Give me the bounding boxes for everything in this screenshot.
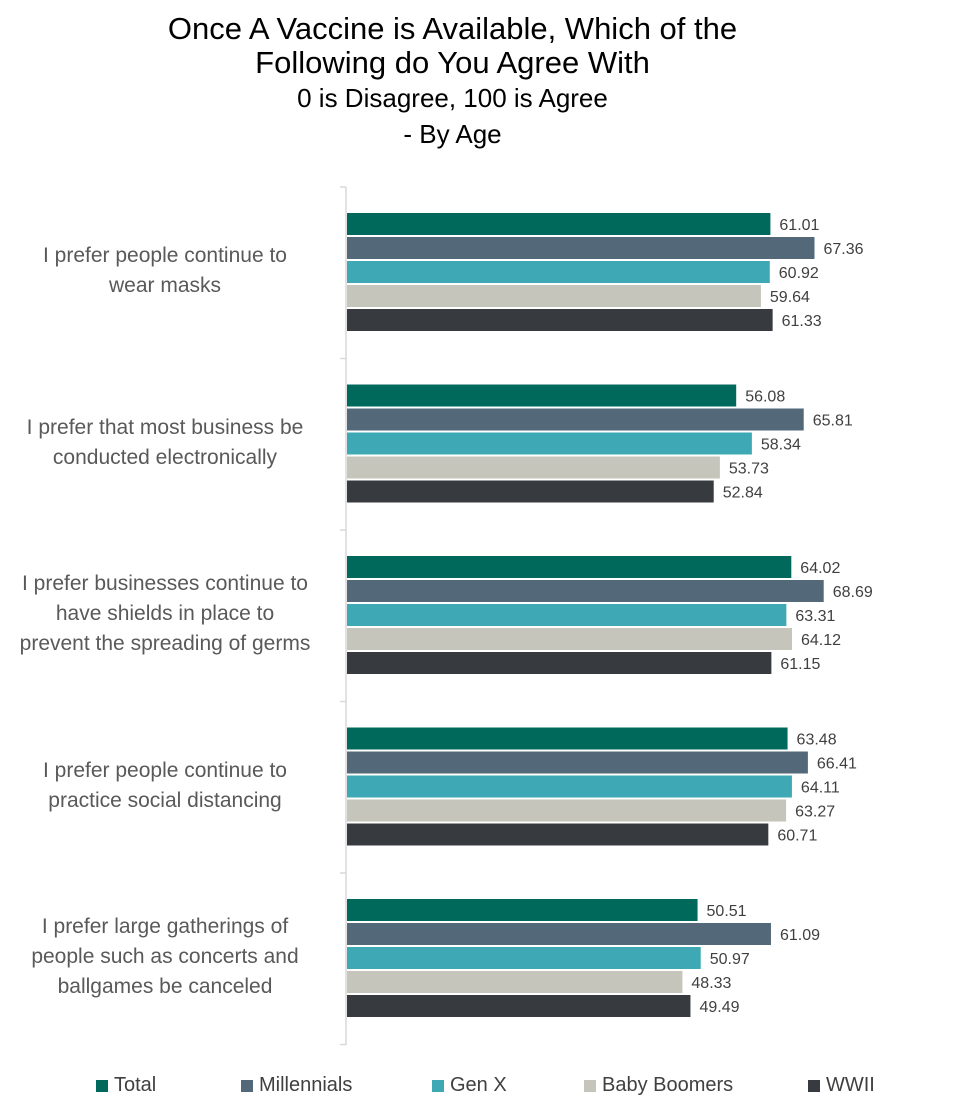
data-label: 61.01 (779, 217, 819, 234)
data-label: 56.08 (745, 389, 785, 406)
data-label: 64.11 (801, 780, 840, 797)
bar (347, 285, 761, 307)
category-label: I prefer large gatherings of people such … (0, 912, 330, 1002)
data-label: 64.12 (801, 632, 841, 649)
bar (347, 556, 792, 578)
legend-label: Baby Boomers (602, 1074, 734, 1096)
category-label-line: I prefer people continue to (42, 244, 287, 267)
bar (347, 213, 771, 235)
bar (347, 971, 683, 993)
category-label: I prefer people continue to wear masks (0, 241, 330, 301)
legend-item: WWII (808, 1074, 875, 1097)
legend-item: Baby Boomers (584, 1074, 733, 1097)
category-label-line: I prefer that most business be (26, 415, 304, 439)
data-label: 68.69 (833, 584, 873, 601)
data-label: 60.71 (777, 828, 817, 845)
data-label: 61.33 (782, 313, 822, 330)
category-label-line: I prefer businesses continue to (21, 572, 308, 595)
bar (347, 799, 787, 822)
legend-label: Millennials (259, 1074, 353, 1096)
bar (347, 309, 773, 331)
bar (347, 604, 787, 626)
category-label-line: ballgames be canceled (57, 975, 273, 998)
data-label: 49.49 (699, 999, 739, 1016)
bar (347, 456, 720, 479)
bar (347, 384, 737, 407)
legend-swatch (241, 1079, 253, 1092)
category-label-line: people such as concerts and (31, 945, 299, 968)
legend-swatch (584, 1079, 596, 1092)
category-label-line: prevent the spreading of germs (19, 632, 311, 655)
legend-swatch (808, 1079, 820, 1092)
bar (347, 237, 815, 259)
legend-swatch (96, 1079, 108, 1092)
category-label-line: I prefer large gatherings of (41, 915, 289, 938)
data-label: 65.81 (813, 413, 853, 430)
category-label-line: practice social distancing (48, 788, 282, 812)
bar (347, 432, 752, 455)
legend-label: WWII (826, 1074, 875, 1096)
bar (347, 727, 788, 750)
legend-label: Gen X (450, 1074, 507, 1096)
category-label-line: have shields in place to (55, 602, 275, 625)
data-label: 53.73 (729, 461, 769, 478)
category-label: I prefer that most business be conducted … (0, 413, 330, 473)
data-label: 61.09 (780, 927, 820, 944)
data-label: 63.27 (795, 804, 835, 821)
data-label: 63.31 (795, 608, 835, 625)
bar (347, 480, 714, 503)
data-label: 50.51 (707, 903, 747, 920)
data-label: 64.02 (800, 560, 840, 577)
bar (347, 775, 792, 798)
category-label-line: conducted electronically (52, 445, 278, 469)
subtitle-line: 0 is Disagree, 100 is Agree (297, 83, 608, 113)
title-line: Once A Vaccine is Available, Which of th… (167, 11, 738, 46)
bar (347, 751, 808, 774)
bar (347, 947, 701, 969)
bar (347, 995, 691, 1017)
category-label-line: I prefer people continue to (42, 758, 287, 782)
bar (347, 823, 769, 846)
title-line: Following do You Agree With (255, 45, 650, 80)
data-label: 66.41 (817, 756, 857, 773)
legend-item: Gen X (432, 1074, 507, 1097)
bar (347, 580, 824, 602)
bar (347, 899, 698, 921)
data-label: 48.33 (691, 975, 731, 992)
data-label: 58.34 (761, 437, 801, 454)
category-label: I prefer people continue to practice soci… (0, 756, 330, 816)
data-label: 61.15 (780, 656, 820, 673)
bar (347, 261, 770, 283)
data-label: 67.36 (823, 241, 863, 258)
data-label: 60.92 (779, 265, 819, 282)
chart-title: Once A Vaccine is Available, Which of th… (0, 12, 905, 152)
legend-item: Millennials (241, 1074, 352, 1097)
bar (347, 652, 772, 674)
legend-label: Total (114, 1074, 157, 1096)
legend-item: Total (96, 1074, 156, 1097)
bar (347, 628, 792, 650)
legend: Total Millennials Gen X Baby Boomers WWII (0, 1074, 967, 1104)
data-label: 50.97 (710, 951, 750, 968)
bar (347, 923, 771, 945)
subtitle-line: - By Age (403, 119, 502, 149)
data-label: 52.84 (723, 485, 763, 502)
bar (347, 408, 804, 431)
category-label: I prefer businesses continue to have shie… (0, 569, 330, 659)
data-label: 63.48 (797, 732, 837, 749)
data-label: 59.64 (770, 289, 810, 306)
legend-swatch (432, 1079, 444, 1092)
category-label-line: wear masks (108, 274, 222, 297)
